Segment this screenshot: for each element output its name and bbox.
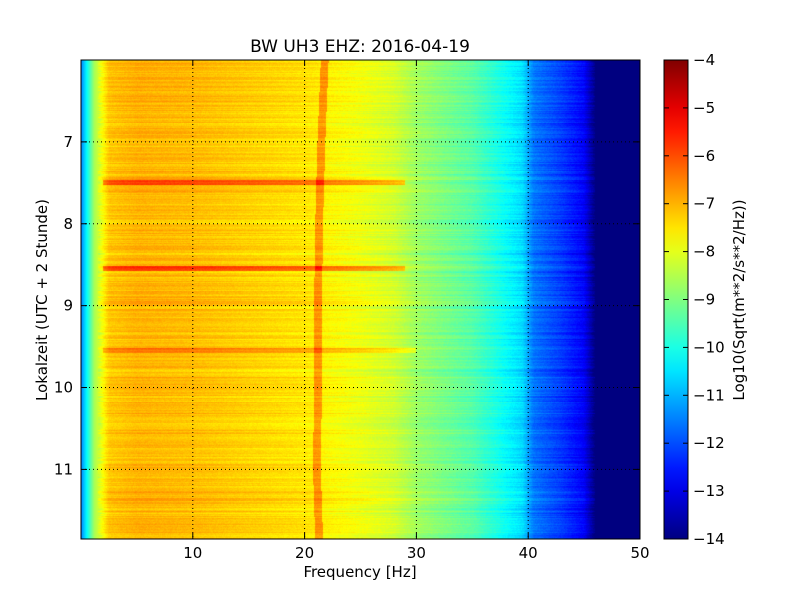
colorbar-tick-label: −7 bbox=[693, 195, 715, 213]
x-tick-label: 50 bbox=[630, 544, 649, 562]
colorbar-tick-label: −4 bbox=[693, 51, 715, 69]
spectrogram-heatmap bbox=[81, 60, 640, 539]
x-axis-label: Frequency [Hz] bbox=[303, 563, 416, 581]
x-tick-label: 30 bbox=[407, 544, 426, 562]
colorbar-tick-label: −13 bbox=[693, 482, 725, 500]
colorbar: −14 −13 −12 −11 −10 −9 −8 −7 −6 −5 −4 Log10(Sqrt(m… bbox=[663, 51, 748, 548]
colorbar-tick-label: −8 bbox=[693, 243, 715, 261]
colorbar-ticks: −14 −13 −12 −11 −10 −9 −8 −7 −6 −5 −4 bbox=[664, 51, 725, 548]
y-tick-label: 9 bbox=[63, 297, 73, 315]
colorbar-tick-label: −5 bbox=[693, 99, 715, 117]
colorbar-tick-label: −12 bbox=[693, 434, 725, 452]
y-tick-label: 7 bbox=[63, 133, 73, 151]
y-tick-label: 8 bbox=[63, 215, 73, 233]
x-tick-label: 40 bbox=[519, 544, 538, 562]
colorbar-label: Log10(Sqrt(m**2/s**2/Hz)) bbox=[730, 199, 748, 400]
y-tick-label: 11 bbox=[54, 460, 73, 478]
y-axis-label: Lokalzeit (UTC + 2 Stunde) bbox=[33, 199, 51, 401]
colorbar-tick-label: −6 bbox=[693, 147, 715, 165]
y-tick-label: 10 bbox=[54, 379, 73, 397]
colorbar-tick-label: −11 bbox=[693, 386, 725, 404]
plot-area: 10 20 30 40 50 7 8 9 10 11 bbox=[54, 59, 650, 562]
x-tick-label: 20 bbox=[295, 544, 314, 562]
colorbar-tick-label: −10 bbox=[693, 338, 725, 356]
x-axis: 10 20 30 40 50 bbox=[183, 60, 650, 562]
x-tick-label: 10 bbox=[183, 544, 202, 562]
plot-frame bbox=[80, 59, 641, 540]
colorbar-tick-label: −14 bbox=[693, 530, 725, 548]
colorbar-tick-label: −9 bbox=[693, 291, 715, 309]
y-axis: 7 8 9 10 11 bbox=[54, 133, 640, 478]
chart-title: BW UH3 EHZ: 2016-04-19 bbox=[250, 37, 470, 57]
